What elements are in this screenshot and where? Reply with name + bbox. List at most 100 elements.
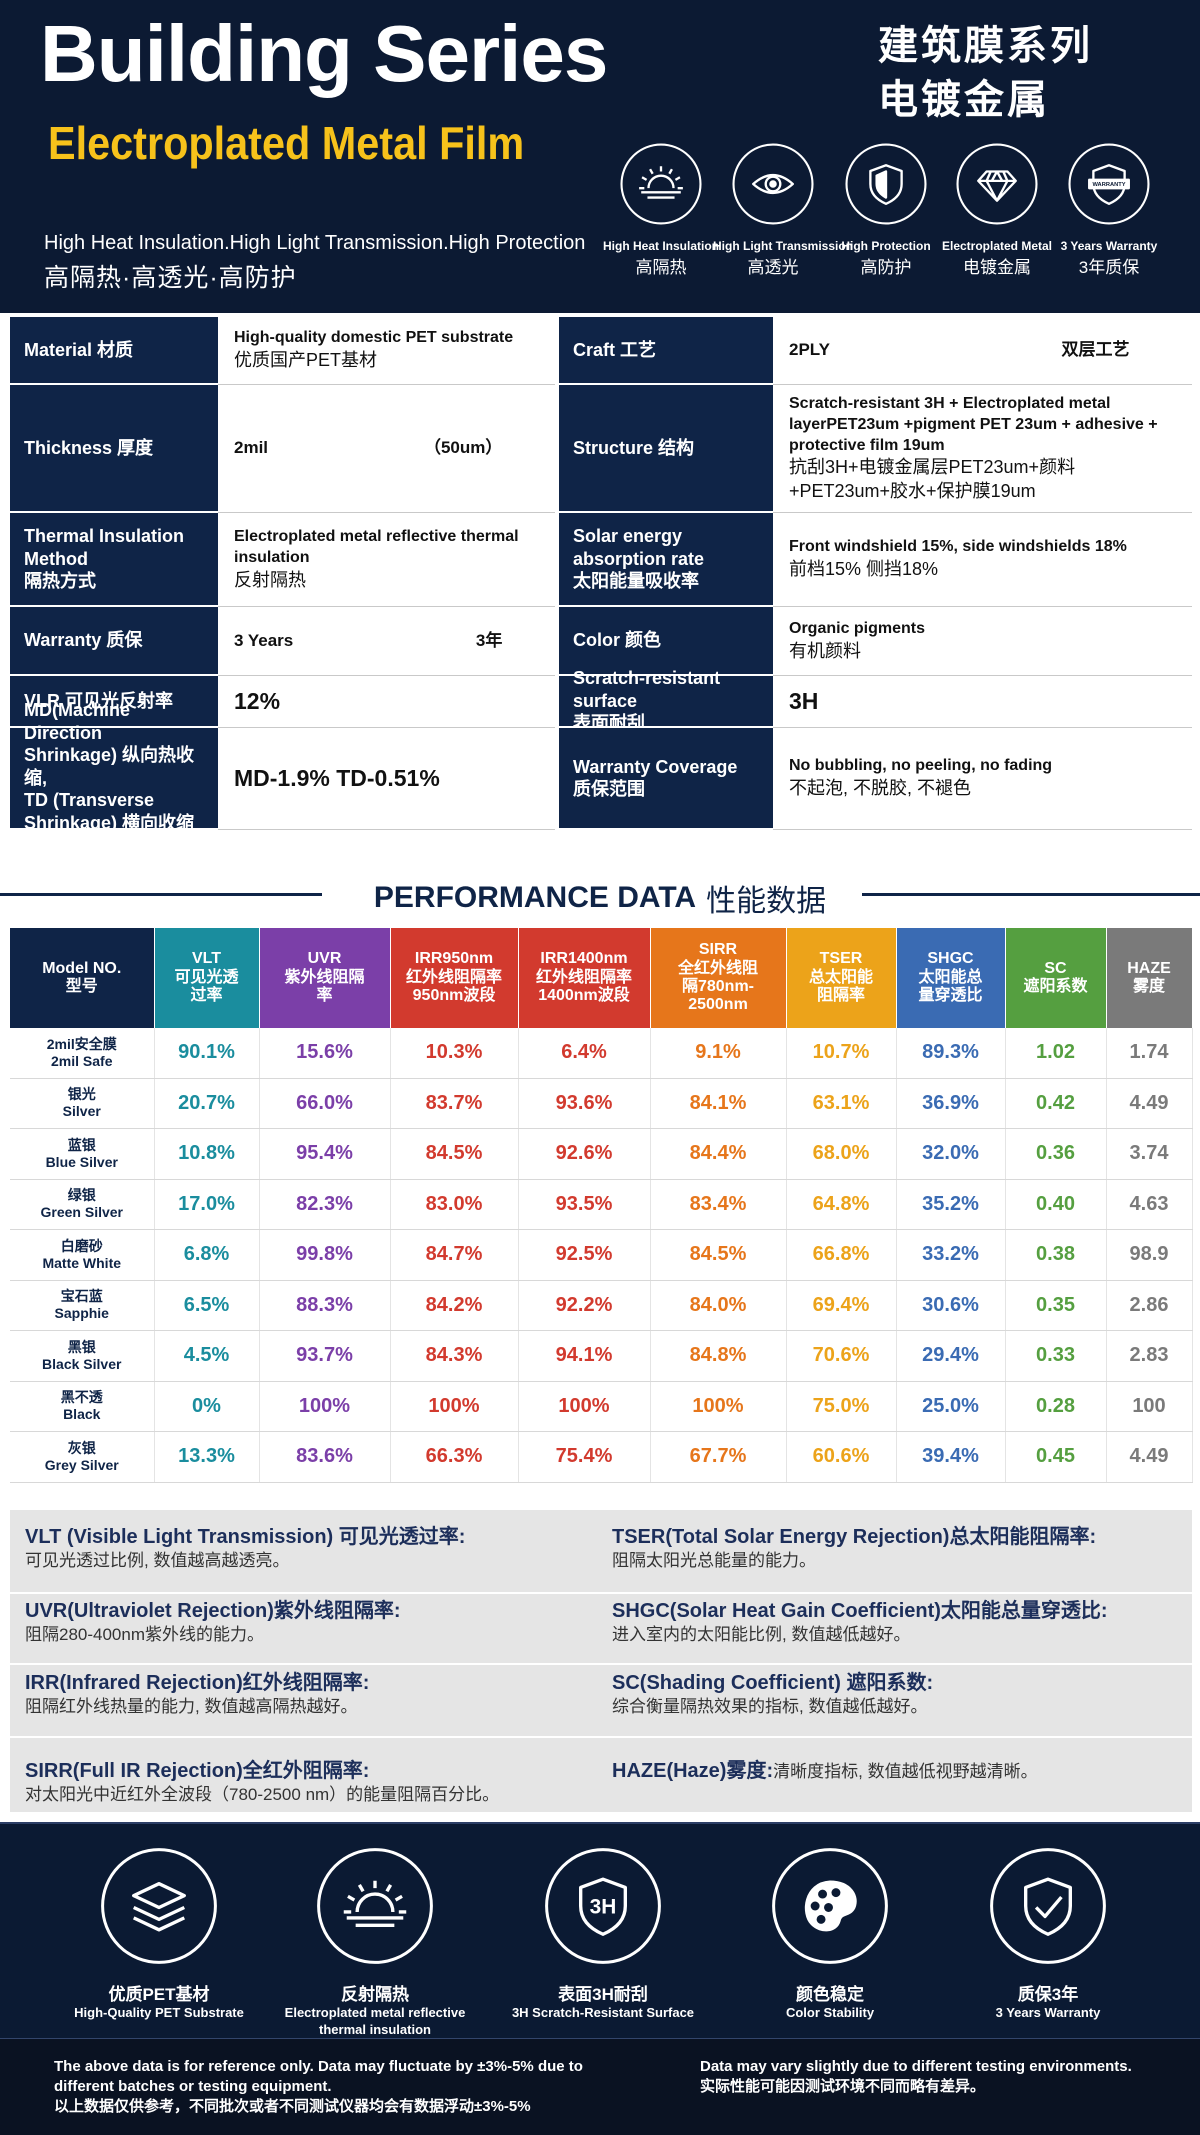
value-cell: 88.3%: [259, 1280, 391, 1331]
value-cell: 4.49: [1106, 1078, 1193, 1129]
feature-cn: 表面3H耐刮: [558, 1985, 648, 2004]
header-line: TSER: [819, 950, 863, 968]
icon: [639, 166, 683, 199]
value-cell: 1.74: [1106, 1028, 1193, 1079]
title-cn: 性能数据: [706, 885, 827, 918]
model-line: 宝石蓝: [60, 1288, 103, 1305]
term: IRR(Infrared Rejection)红外线阻隔率:: [25, 1672, 370, 1694]
value-cell: 2.83: [1106, 1330, 1193, 1382]
model-line: Green Silver: [40, 1204, 124, 1221]
text-line: Scratch-resistant 3H + Electroplated met…: [789, 394, 1158, 454]
tagline: 高隔热·高透光·高防护: [44, 264, 297, 292]
spec-value: Organic pigments 有机颜料: [773, 607, 1192, 676]
text-line: No bubbling, no peeling, no fading: [789, 757, 1053, 775]
icon: [769, 180, 777, 188]
model-line: 2mil Safe: [51, 1052, 113, 1069]
badge-cn: 高透光: [747, 258, 799, 277]
description: 阻隔280-400nm紫外线的能力。: [25, 1625, 265, 1644]
value-cell: 89.3%: [896, 1028, 1006, 1079]
label-line: MD(Machine Direction: [24, 700, 131, 743]
badge-en: High Heat Insulation: [602, 239, 719, 253]
spec-value: Front windshield 15%, side windshields 1…: [773, 513, 1192, 607]
icon: [804, 1880, 857, 1932]
model-cell: 黑不透 Black: [10, 1381, 155, 1432]
value-cell: 100%: [518, 1381, 651, 1432]
model-line: Blue Silver: [45, 1153, 118, 1170]
title: Building Series: [40, 9, 608, 98]
value-cell: 0.36: [1005, 1128, 1107, 1180]
value-cell: 84.2%: [390, 1280, 519, 1331]
spec-label: Warranty Coverage 质保范围: [555, 728, 773, 830]
column-header: HAZE 雾度: [1106, 928, 1193, 1028]
label-line: Warranty 质保: [24, 630, 143, 651]
footer-line: 实际性能可能因测试环境不同而略有差异。: [700, 2078, 986, 2095]
data-row: 灰银 Grey Silver 13.3% 83.6% 66.3% 75.4% 67.7% 60…: [10, 1431, 1193, 1483]
text-line: Electroplated metal reflective thermal i…: [234, 528, 519, 566]
label-line: Craft 工艺: [573, 339, 657, 360]
model-line: 白磨砂: [60, 1237, 103, 1254]
data-row: 2mil安全膜 2mil Safe 90.1% 15.6% 10.3% 6.4% 9.1% 1…: [10, 1028, 1193, 1079]
text-line: 优质国产PET基材: [234, 350, 378, 371]
footer: The above data is for reference only. Da…: [0, 2038, 1200, 2135]
badge: High Light Transmission 高透光: [713, 142, 853, 278]
model-cell: 白磨砂 Matte White: [10, 1229, 155, 1281]
header-line: UVR: [307, 950, 342, 968]
text-line: High-quality domestic PET substrate: [234, 329, 514, 347]
text-line: 3H: [789, 687, 819, 714]
value-cell: 6.4%: [518, 1028, 651, 1079]
circle: [845, 143, 927, 225]
spec-label: Solar energy absorption rate 太阳能量吸收率: [555, 513, 773, 607]
feature: 反射隔热 Electroplated metal reflective therm…: [260, 1846, 490, 2039]
circle: [545, 1848, 661, 1964]
definition: SIRR(Full IR Rejection)全红外阻隔率: 对太阳光中近红外全波…: [25, 1758, 595, 1806]
value-cell: 69.4%: [786, 1280, 897, 1331]
text-line: Front windshield 15%, side windshields 1…: [789, 538, 1127, 556]
header-line: HAZE: [1127, 959, 1171, 977]
subtitle: Electroplated Metal Film: [48, 117, 525, 169]
icon-circle: [772, 1848, 888, 1964]
value-cell: 67.7%: [650, 1431, 787, 1483]
model-line: Sapphie: [54, 1305, 109, 1322]
value-part: （50um）: [423, 438, 503, 458]
footer-line: different batches or testing equipment.: [54, 2078, 332, 2095]
header-line: VLT: [191, 950, 222, 968]
footer-right: Data may vary slightly due to different …: [700, 2057, 1132, 2097]
value-cell: 84.3%: [390, 1330, 519, 1382]
circle: [772, 1848, 888, 1964]
data-row: 黑银 Black Silver 4.5% 93.7% 84.3% 94.1% 84.8% 70…: [10, 1330, 1193, 1382]
spec-value: 2mil （50um）: [218, 385, 555, 513]
value-cell: 1.02: [1005, 1028, 1107, 1079]
header-line: 雾度: [1132, 978, 1165, 995]
value-cell: 84.1%: [650, 1078, 787, 1129]
definitions: VLT (Visible Light Transmission) 可见光透过率:…: [10, 1510, 1192, 1812]
value-cell: 98.9: [1106, 1229, 1193, 1281]
column-header: VLT 可见光透 过率: [154, 928, 260, 1028]
feature: 优质PET基材 High-Quality PET Substrate: [44, 1846, 274, 2022]
column-header: IRR1400nm 红外线阻隔率 1400nm波段: [518, 928, 651, 1028]
model-line: 2mil安全膜: [46, 1035, 117, 1052]
model-line: Grey Silver: [44, 1456, 119, 1473]
value-cell: 83.6%: [259, 1431, 391, 1483]
model-cell: 黑银 Black Silver: [10, 1330, 155, 1382]
value-cell: 66.8%: [786, 1229, 897, 1281]
term: SC(Shading Coefficient) 遮阳系数:: [612, 1672, 934, 1694]
value-cell: 82.3%: [259, 1179, 391, 1230]
section-title: PERFORMANCE DATA 性能数据: [0, 878, 1200, 918]
cn-title: 电镀金属: [878, 78, 1050, 122]
value-part: 3 Years: [234, 630, 294, 650]
definition: VLT (Visible Light Transmission) 可见光透过率:…: [25, 1524, 595, 1572]
icon: [639, 166, 683, 199]
icon: [875, 170, 888, 199]
value-line: 2PLY 双层工艺: [789, 339, 1130, 361]
data-row: 绿银 Green Silver 17.0% 82.3% 83.0% 93.5% 83.4% 6…: [10, 1179, 1193, 1230]
value-cell: 39.4%: [896, 1431, 1006, 1483]
spec-label: Thickness 厚度: [10, 385, 218, 513]
spec-value: High-quality domestic PET substrate 优质国产P…: [218, 317, 555, 385]
tagline: High Heat Insulation.High Light Transmis…: [44, 232, 586, 254]
model-cell: 蓝银 Blue Silver: [10, 1128, 155, 1180]
label-line: Thickness 厚度: [24, 437, 154, 458]
value-cell: 0.40: [1005, 1179, 1107, 1230]
value-cell: 20.7%: [154, 1078, 260, 1129]
feature-en: 3 Years Warranty: [995, 2005, 1101, 2020]
badge: Electroplated Metal 电镀金属: [937, 142, 1057, 278]
